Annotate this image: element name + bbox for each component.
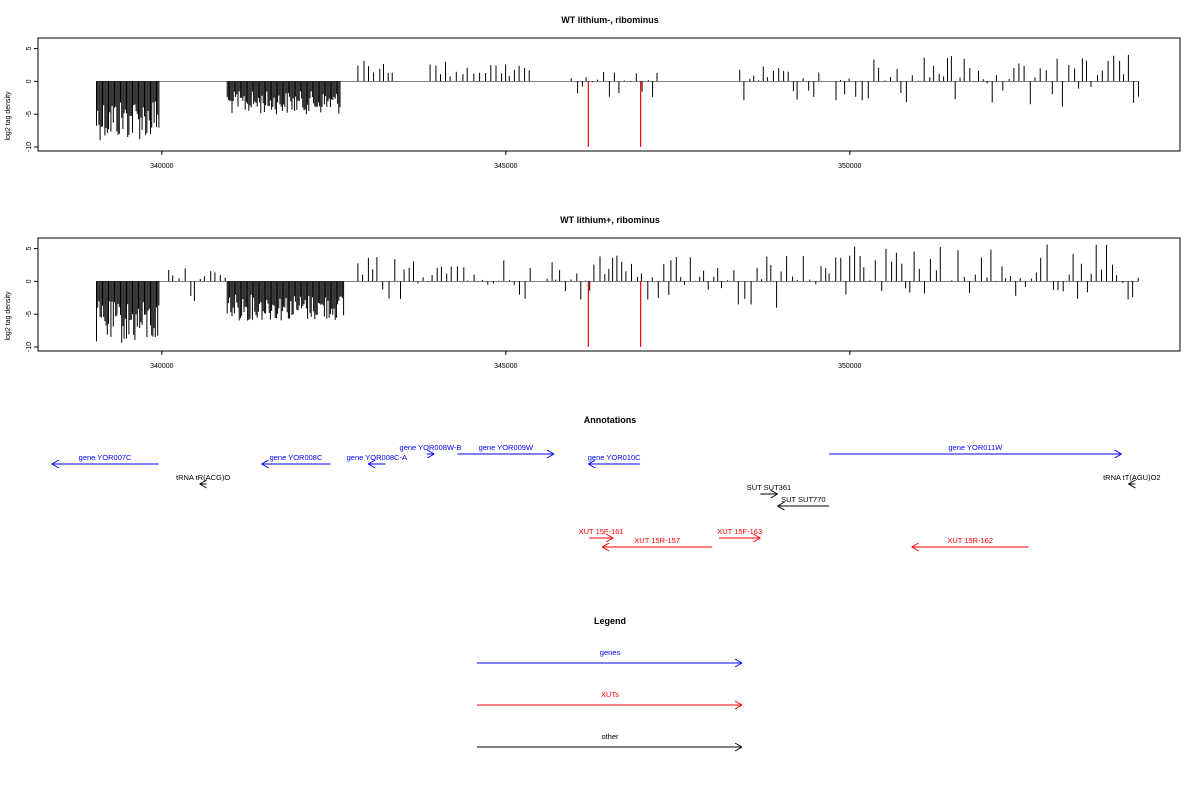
arrowhead xyxy=(911,546,919,552)
x-tick-label: 340000 xyxy=(150,363,173,370)
legend-arrowhead xyxy=(734,658,743,664)
y-tick-label: 0 xyxy=(26,79,33,83)
feature-label: gene YOR007C xyxy=(79,453,132,462)
arrowhead xyxy=(588,463,596,469)
legend-arrowhead xyxy=(734,742,743,748)
legend-arrowhead xyxy=(734,700,743,706)
track1-ylabel: log2 tag density xyxy=(5,91,12,141)
feature-label: gene YOR011W xyxy=(948,443,1003,452)
arrowhead xyxy=(546,453,555,459)
arrowhead xyxy=(753,533,761,539)
annotations-title: Annotations xyxy=(584,415,637,425)
plot-frame xyxy=(37,37,1181,152)
x-tick-label: 345000 xyxy=(494,163,517,170)
x-tick-label: 345000 xyxy=(494,363,517,370)
annotations-track: gene YOR007C tRNA tR(ACG)O gene YOR008C gen… xyxy=(51,443,1161,552)
legend-arrowhead xyxy=(734,746,743,752)
feature-label: gene YOR008C-A xyxy=(347,453,407,462)
arrowhead xyxy=(605,533,614,539)
track2-ylabel: log2 tag density xyxy=(5,291,12,341)
feature-label: tRNA tR(ACG)O xyxy=(176,473,230,482)
arrowhead xyxy=(199,479,207,485)
arrowhead xyxy=(588,459,596,465)
arrowhead xyxy=(601,546,610,552)
arrowhead xyxy=(367,463,376,469)
legend-title: Legend xyxy=(594,616,626,626)
legend-arrowhead xyxy=(734,662,743,668)
arrowhead xyxy=(753,537,761,543)
x-tick-label: 340000 xyxy=(150,163,173,170)
feature-label: XUT 15F-161 xyxy=(579,527,624,536)
y-tick-label: -10 xyxy=(26,142,33,152)
legend-label: other xyxy=(601,732,619,741)
feature-label: SUT SUT361 xyxy=(747,483,791,492)
legend: genes XUTs other xyxy=(477,648,743,752)
track2-title: WT lithium+, ribominus xyxy=(560,215,660,225)
arrowhead xyxy=(777,501,785,507)
y-tick-label: -5 xyxy=(26,111,33,117)
arrowhead xyxy=(51,463,60,469)
arrowhead xyxy=(427,449,435,455)
y-tick-label: 0 xyxy=(26,279,33,283)
feature-label: gene YOR008W-B xyxy=(400,443,462,452)
plot-frame xyxy=(37,237,1181,352)
arrowhead xyxy=(546,449,555,455)
y-tick-label: -5 xyxy=(26,311,33,317)
feature-label: gene YOR010C xyxy=(588,453,641,462)
feature-label: XUT 15R-157 xyxy=(634,536,680,545)
track-1: 5 0 -5 -10 340000 345000 350000 xyxy=(26,37,1181,170)
legend-label: XUTs xyxy=(601,690,619,699)
legend-arrowhead xyxy=(734,704,743,710)
arrowhead xyxy=(770,493,778,499)
y-tick-label: 5 xyxy=(26,47,33,51)
arrowhead xyxy=(427,453,435,459)
x-tick-label: 350000 xyxy=(838,363,861,370)
feature-label: gene YOR008C xyxy=(270,453,323,462)
track1-title: WT lithium-, ribominus xyxy=(561,15,659,25)
arrowhead xyxy=(261,463,269,469)
arrowhead xyxy=(261,459,269,465)
feature-label: SUT SUT770 xyxy=(781,495,825,504)
arrowhead xyxy=(1128,483,1136,489)
feature-label: XUT 15R-162 xyxy=(947,536,993,545)
feature-label: gene YOR009W xyxy=(479,443,534,452)
arrowhead xyxy=(1128,479,1136,485)
feature-label: tRNA tT(AGU)O2 xyxy=(1103,473,1161,482)
x-tick-label: 350000 xyxy=(838,163,861,170)
feature-label: XUT 15F-163 xyxy=(717,527,762,536)
arrowhead xyxy=(367,459,376,465)
arrowhead xyxy=(911,542,919,548)
arrowhead xyxy=(1114,449,1122,455)
arrowhead xyxy=(199,483,207,489)
legend-label: genes xyxy=(600,648,621,657)
arrowhead xyxy=(1114,453,1122,459)
arrowhead xyxy=(51,459,60,465)
arrowhead xyxy=(605,537,614,543)
arrowhead xyxy=(777,505,785,511)
track-2: 5 0 -5 -10 340000 345000 350000 xyxy=(26,237,1181,370)
arrowhead xyxy=(601,542,610,548)
y-tick-label: 5 xyxy=(26,247,33,251)
y-tick-label: -10 xyxy=(26,342,33,352)
arrowhead xyxy=(770,489,778,495)
